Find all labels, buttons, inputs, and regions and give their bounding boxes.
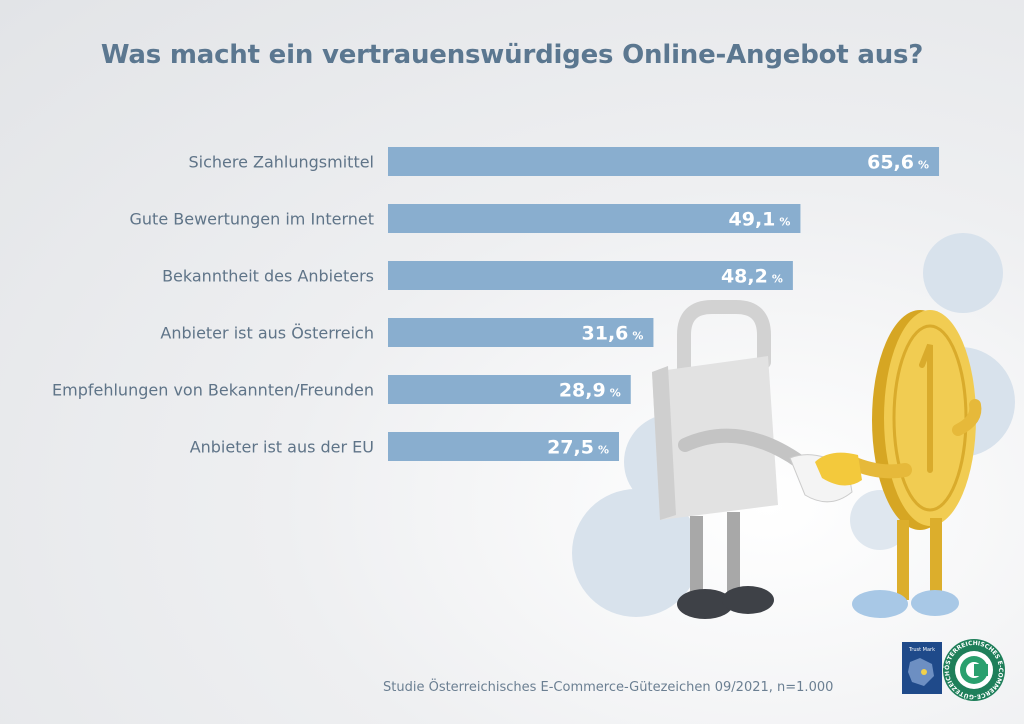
bg-circle [923, 233, 1003, 313]
bar [388, 318, 654, 347]
coin-leg [930, 518, 942, 598]
bar [388, 204, 801, 233]
bar [388, 375, 631, 404]
value-label: 27,5% [547, 437, 609, 459]
guetezeichen-logo: ÖSTERREICHISCHES E-COMMERCE-GÜTEZEICHEN [942, 638, 1005, 701]
value-label: 49,1% [729, 209, 791, 231]
bg-circle [572, 489, 700, 617]
coin-arm [952, 399, 982, 436]
category-label: Sichere Zahlungsmittel [188, 153, 374, 172]
bag-leg [727, 512, 740, 600]
category-label: Anbieter ist aus der EU [190, 438, 374, 457]
eu-trustmark-logo: Trust Mark [902, 642, 942, 694]
coin-shoe [852, 590, 908, 618]
value-label: 65,6% [867, 152, 929, 174]
eu-trustmark-text: Trust Mark [908, 647, 935, 653]
value-label: 31,6% [582, 323, 644, 345]
bar [388, 147, 940, 176]
bag-shoe [722, 586, 774, 614]
bar [388, 432, 619, 461]
bars-group: Sichere Zahlungsmittel 65,6 % Gute Bewertun… [52, 147, 940, 461]
value-label: 48,2% [721, 266, 783, 288]
bag-handle [677, 300, 771, 379]
value-label: 28,9% [559, 380, 621, 402]
category-label: Bekanntheit des Anbieters [162, 267, 374, 286]
chart-title: Was macht ein vertrauenswürdiges Online-… [100, 40, 924, 70]
bag-leg [690, 516, 703, 601]
category-label: Gute Bewertungen im Internet [130, 210, 375, 229]
category-label: Empfehlungen von Bekannten/Freunden [52, 381, 374, 400]
category-label: Anbieter ist aus Österreich [160, 324, 374, 343]
bag-side [652, 366, 676, 520]
bag-arm [678, 428, 807, 469]
source-note: Studie Österreichisches E-Commerce-Gütez… [383, 680, 834, 695]
coin-leg [897, 520, 909, 600]
bar [388, 261, 793, 290]
coin-numeral [919, 343, 933, 473]
yellow-glove [815, 452, 862, 486]
coin-shoe [911, 590, 959, 616]
bag-shoe [677, 589, 733, 619]
